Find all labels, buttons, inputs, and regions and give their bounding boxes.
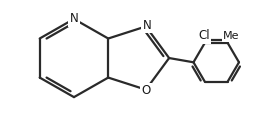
Text: N: N xyxy=(70,12,78,25)
Text: N: N xyxy=(142,19,151,32)
Text: Cl: Cl xyxy=(198,30,210,42)
Text: O: O xyxy=(141,84,150,97)
Text: Me: Me xyxy=(223,31,240,41)
